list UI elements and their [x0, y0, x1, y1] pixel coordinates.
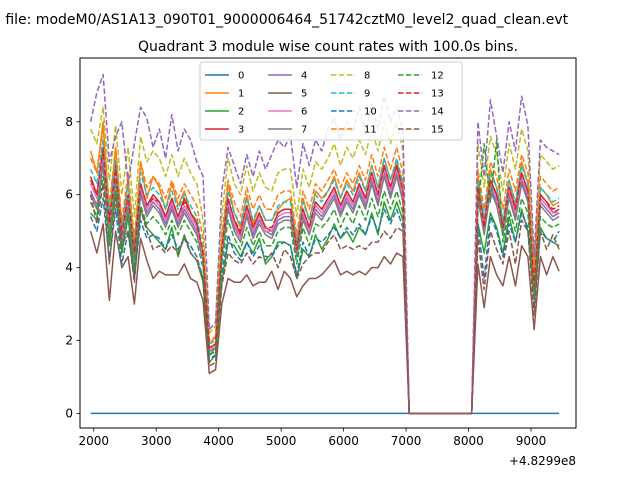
legend-label-6: 6 [301, 107, 307, 118]
legend-label-12: 12 [431, 71, 444, 82]
x-tick-label: 7000 [391, 434, 422, 448]
y-tick-label: 8 [65, 115, 73, 129]
series-line-1 [89, 121, 560, 415]
x-tick-label: 8000 [453, 434, 484, 448]
legend-label-15: 15 [431, 125, 444, 136]
x-tick-label: 2000 [78, 434, 109, 448]
series-line-11 [89, 128, 560, 415]
chart-title: Quadrant 3 module wise count rates with … [138, 39, 518, 55]
legend-label-5: 5 [301, 89, 307, 100]
legend-label-1: 1 [238, 89, 244, 100]
series-line-13 [89, 150, 560, 415]
series-line-15 [89, 183, 560, 415]
series-line-7 [89, 164, 560, 415]
legend-label-13: 13 [431, 89, 444, 100]
series-line-8 [89, 106, 560, 415]
y-tick-label: 0 [65, 406, 73, 420]
legend-label-8: 8 [364, 71, 370, 82]
legend-label-2: 2 [238, 107, 244, 118]
legend-label-9: 9 [364, 89, 370, 100]
legend-label-0: 0 [238, 71, 244, 82]
x-tick-label: 5000 [266, 434, 297, 448]
plot-frame [79, 57, 577, 429]
x-tick-label: 6000 [328, 434, 359, 448]
series-layer [89, 73, 560, 415]
x-axis: 2000 3000 4000 5000 6000 7000 8000 9000 [78, 428, 546, 448]
legend-label-3: 3 [238, 125, 244, 136]
figure-suptitle: n file: modeM0/AS1A13_090T01_9000006464_… [0, 12, 569, 28]
legend-label-11: 11 [364, 125, 377, 136]
legend-label-10: 10 [364, 107, 377, 118]
series-line-5 [89, 223, 560, 415]
y-tick-label: 6 [65, 188, 73, 202]
legend-label-7: 7 [301, 125, 307, 136]
series-line-9 [89, 139, 560, 415]
x-offset-label: +4.8299e8 [509, 454, 576, 468]
y-axis: 0 2 4 6 8 [65, 115, 80, 420]
x-tick-label: 9000 [516, 434, 547, 448]
series-line-10 [89, 197, 560, 415]
y-tick-label: 2 [65, 334, 73, 348]
legend-label-14: 14 [431, 107, 444, 118]
x-tick-label: 4000 [203, 434, 234, 448]
x-tick-label: 3000 [141, 434, 172, 448]
series-line-12 [89, 139, 560, 415]
legend-label-4: 4 [301, 71, 307, 82]
legend-box [199, 61, 463, 141]
series-line-14 [89, 73, 560, 415]
y-tick-label: 4 [65, 261, 73, 275]
series-line-2 [90, 157, 560, 415]
